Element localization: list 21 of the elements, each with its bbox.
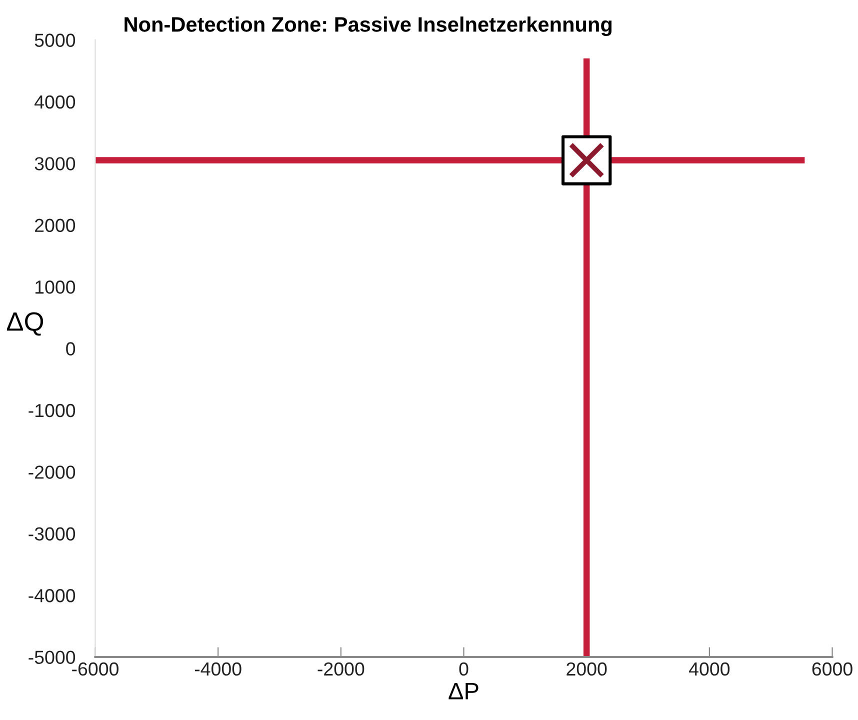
y-tick-label: -4000: [28, 588, 76, 602]
y-axis-title: ΔQ: [6, 312, 44, 336]
x-tick-label: -6000: [72, 662, 118, 676]
y-tick-label: 2000: [35, 218, 76, 232]
x-tick-label: 4000: [689, 662, 730, 676]
x-tick-label: 6000: [812, 662, 852, 676]
y-tick-label: -5000: [28, 650, 76, 664]
y-tick-label: 4000: [34, 95, 76, 109]
y-tick-label: -3000: [28, 527, 76, 541]
y-tick-label: 1000: [36, 280, 76, 294]
chart-title: Non-Detection Zone: Passive Inselnetzerkennung: [124, 16, 612, 36]
y-tick-label: 5000: [34, 34, 76, 47]
y-tick-label: -1000: [28, 404, 76, 418]
y-tick-label: 0: [66, 342, 76, 356]
x-tick-label: 0: [459, 662, 468, 676]
y-tick-label: 3000: [34, 157, 76, 170]
x-tick-label: 2000: [566, 662, 607, 676]
x-tick-label: -2000: [318, 662, 364, 676]
x-tick-label: -4000: [194, 662, 242, 676]
x-axis-title: ΔP: [448, 682, 478, 700]
y-tick-label: -2000: [28, 466, 76, 479]
